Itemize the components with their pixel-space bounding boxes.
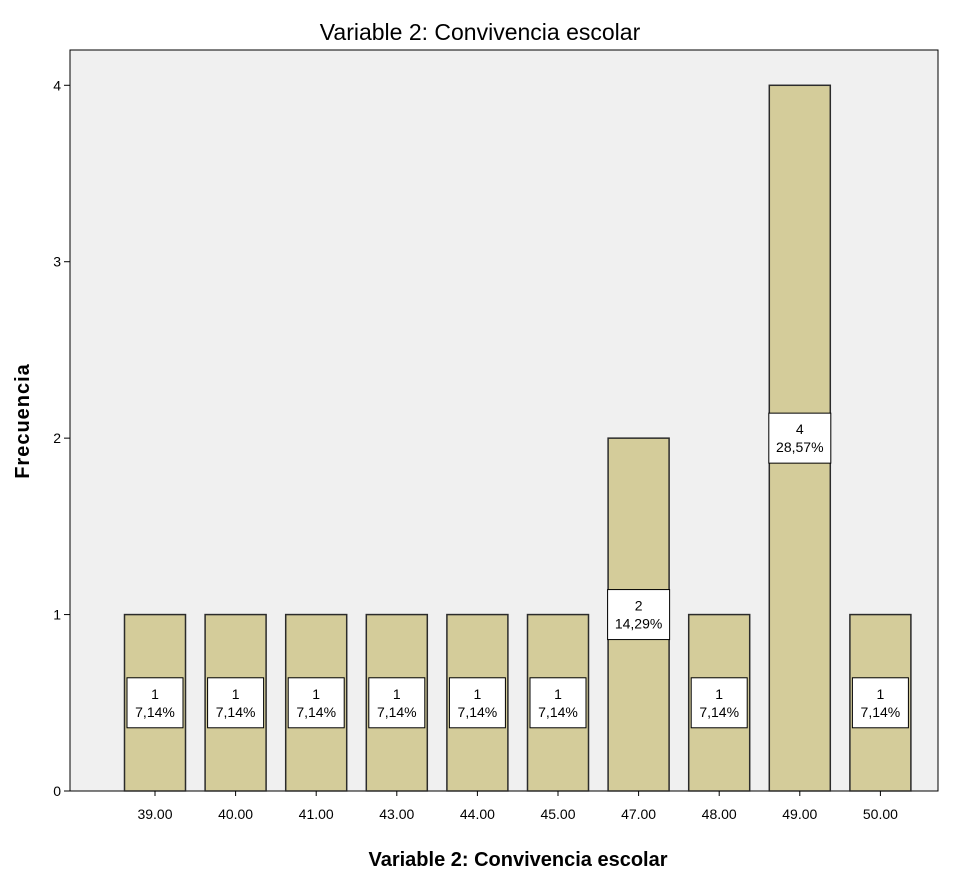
data-label: 1 7,14% xyxy=(126,677,184,729)
data-label-box xyxy=(368,677,426,729)
data-label-box xyxy=(851,677,909,729)
data-label: 1 7,14% xyxy=(287,677,345,729)
data-label-count: 1 xyxy=(232,686,240,702)
data-label-box xyxy=(287,677,345,729)
x-tick-label: 45.00 xyxy=(540,806,575,822)
data-label-percent: 7,14% xyxy=(296,704,336,720)
data-label-count: 1 xyxy=(715,686,723,702)
data-label: 1 7,14% xyxy=(690,677,748,729)
data-label-percent: 28,57% xyxy=(776,439,823,455)
data-label-percent: 7,14% xyxy=(377,704,417,720)
x-axis-label: Variable 2: Convivencia escolar xyxy=(368,849,667,869)
x-tick-label: 43.00 xyxy=(379,806,414,822)
data-labels-group: 1 7,14% 1 7,14% 1 7,14% 1 7,14% 1 7,14% 1 7,14% 2 14,… xyxy=(126,412,909,729)
x-tick-label: 41.00 xyxy=(299,806,334,822)
data-label-percent: 7,14% xyxy=(538,704,578,720)
x-axis: 39.00 40.00 41.00 43.00 44.00 45.00 47.00 48.00… xyxy=(137,791,898,822)
data-label-percent: 14,29% xyxy=(615,616,662,632)
data-label-count: 2 xyxy=(635,598,643,614)
data-label-percent: 7,14% xyxy=(458,704,498,720)
y-tick-label: 4 xyxy=(53,77,61,93)
data-label-count: 1 xyxy=(151,686,159,702)
y-axis-label: Frecuencia xyxy=(12,363,34,479)
data-label-box xyxy=(690,677,748,729)
data-label-percent: 7,14% xyxy=(216,704,256,720)
x-tick-label: 47.00 xyxy=(621,806,656,822)
data-label: 1 7,14% xyxy=(851,677,909,729)
x-tick-label: 40.00 xyxy=(218,806,253,822)
data-label-box xyxy=(607,589,671,641)
data-label-box xyxy=(448,677,506,729)
y-tick-label: 2 xyxy=(53,430,61,446)
data-label-count: 4 xyxy=(796,421,804,437)
chart-title: Variable 2: Convivencia escolar xyxy=(320,19,641,45)
y-tick-label: 0 xyxy=(53,783,61,799)
data-label: 1 7,14% xyxy=(529,677,587,729)
data-label-box xyxy=(529,677,587,729)
data-label-count: 1 xyxy=(474,686,482,702)
x-tick-label: 50.00 xyxy=(863,806,898,822)
data-label-count: 1 xyxy=(312,686,320,702)
data-label-box xyxy=(126,677,184,729)
data-label: 4 28,57% xyxy=(768,412,832,464)
data-label: 1 7,14% xyxy=(448,677,506,729)
y-tick-label: 3 xyxy=(53,254,61,270)
data-label-count: 1 xyxy=(393,686,401,702)
data-label-percent: 7,14% xyxy=(699,704,739,720)
y-tick-label: 1 xyxy=(53,607,61,623)
data-label-box xyxy=(207,677,265,729)
data-label: 2 14,29% xyxy=(607,589,671,641)
data-label: 1 7,14% xyxy=(207,677,265,729)
data-label: 1 7,14% xyxy=(368,677,426,729)
data-label-count: 1 xyxy=(554,686,562,702)
y-axis: 0 1 2 3 4 xyxy=(53,77,70,799)
data-label-box xyxy=(768,412,832,464)
x-tick-label: 49.00 xyxy=(782,806,817,822)
data-label-count: 1 xyxy=(877,686,885,702)
x-tick-label: 48.00 xyxy=(702,806,737,822)
data-label-percent: 7,14% xyxy=(135,704,175,720)
x-tick-label: 39.00 xyxy=(137,806,172,822)
x-tick-label: 44.00 xyxy=(460,806,495,822)
data-label-percent: 7,14% xyxy=(861,704,901,720)
